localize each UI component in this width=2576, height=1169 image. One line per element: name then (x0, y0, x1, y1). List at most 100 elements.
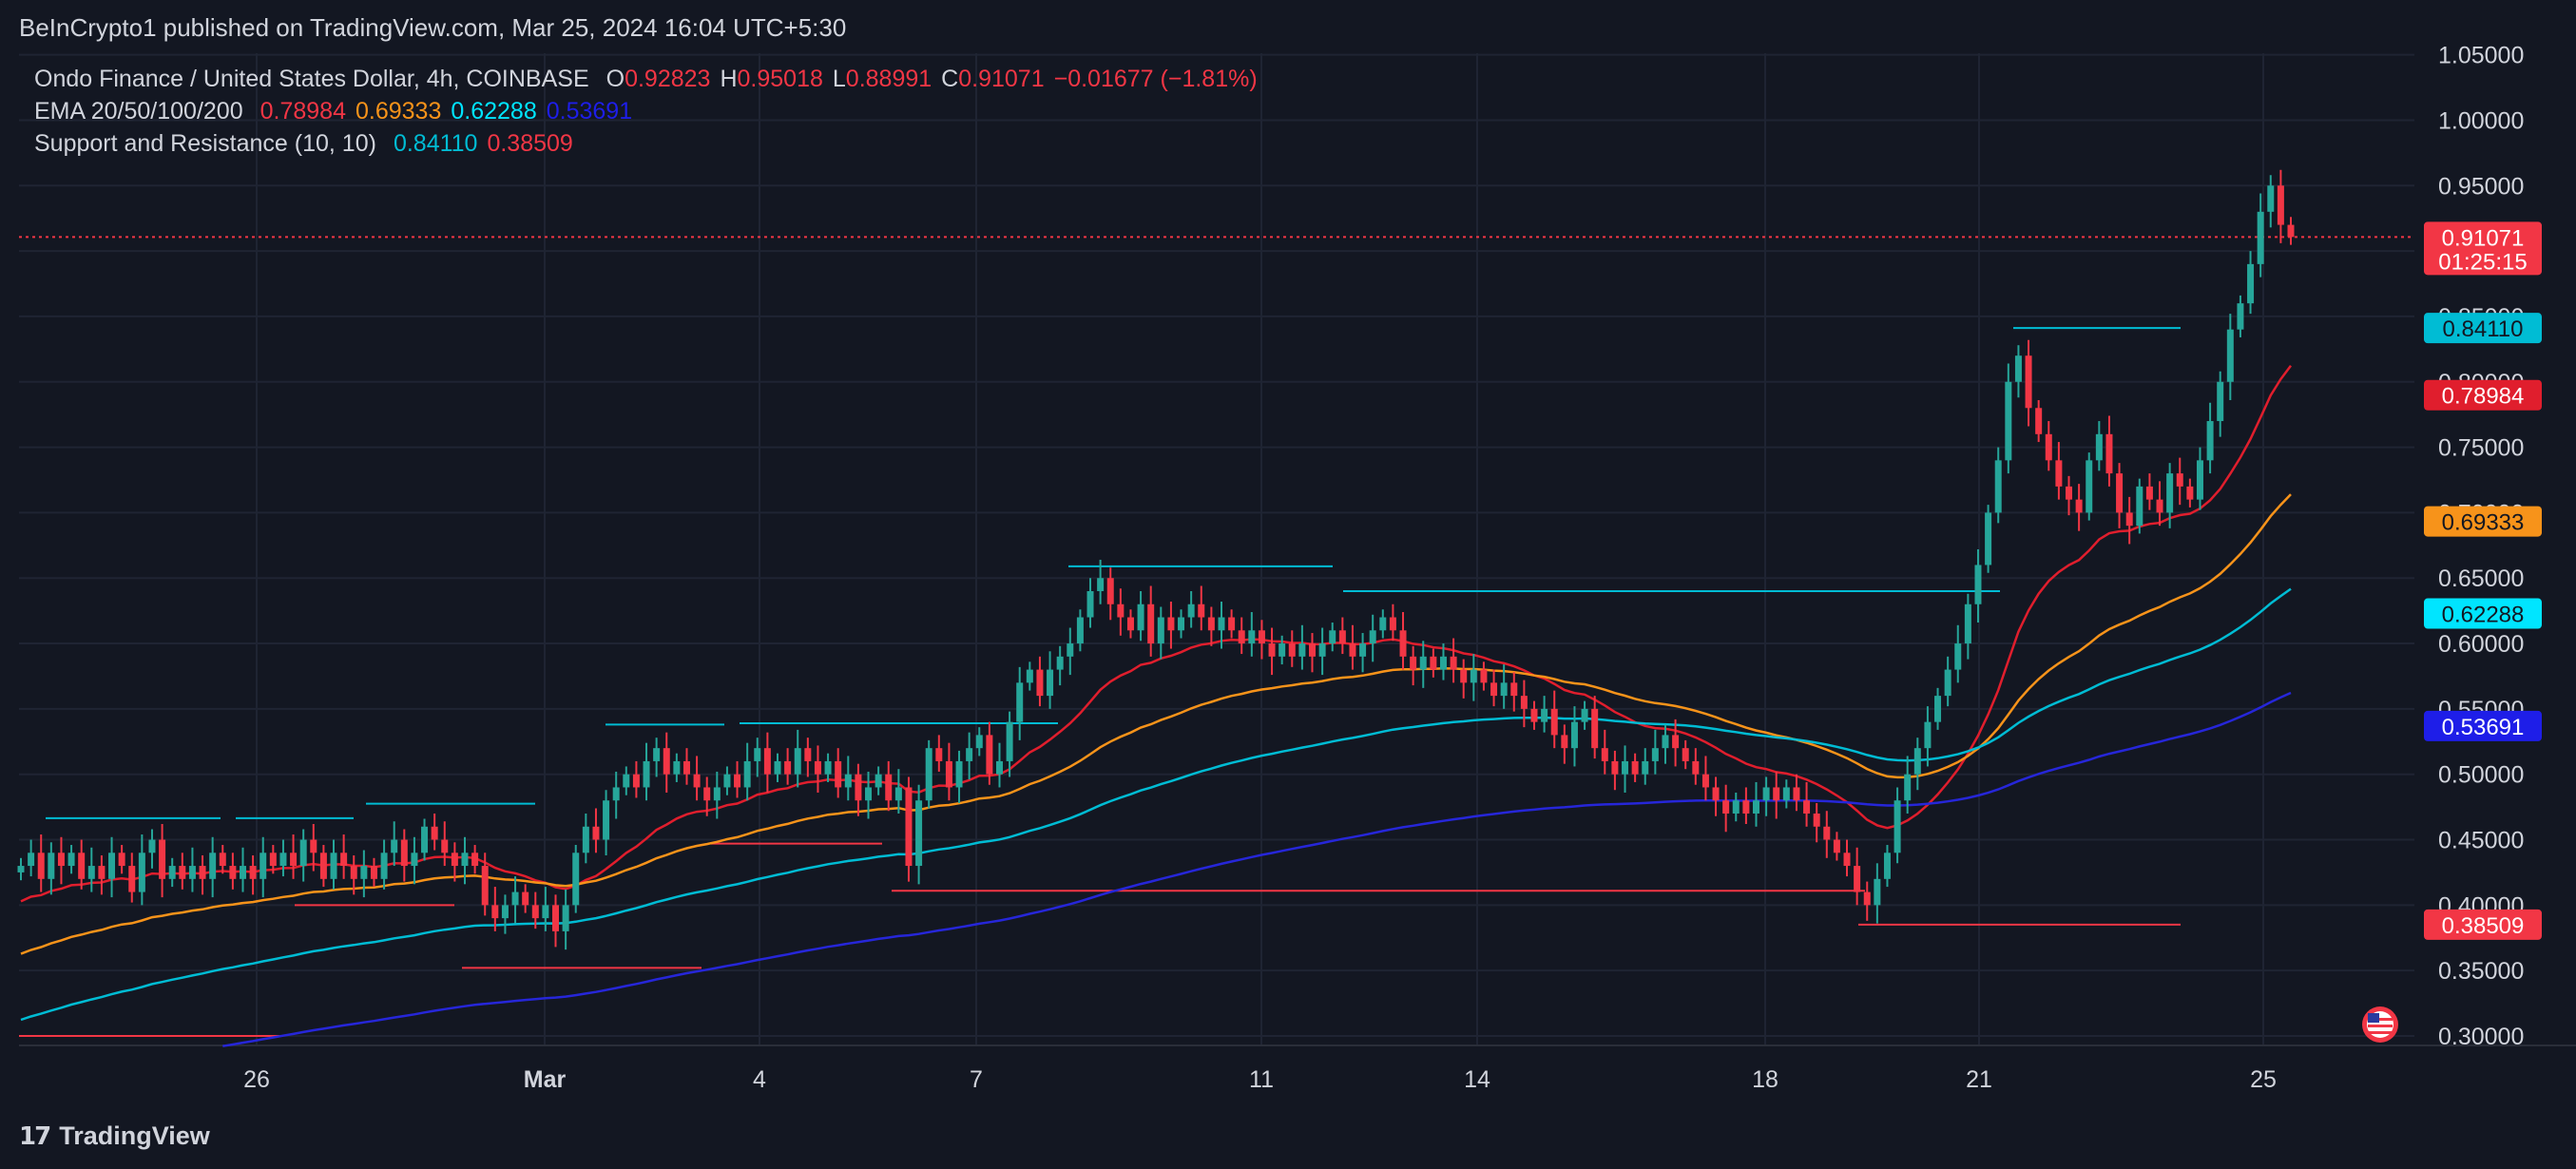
candle-body (1944, 669, 1951, 697)
candle-body (814, 760, 821, 775)
x-tick-label: 4 (753, 1066, 766, 1093)
candle-body (2206, 421, 2214, 461)
candle-body (1773, 787, 1780, 801)
candle-body (1642, 760, 1649, 775)
candle-body (451, 853, 458, 867)
candle-body (1056, 656, 1064, 670)
x-tick-label: 7 (970, 1066, 983, 1093)
candle-body (1994, 460, 2002, 513)
candle-body (986, 735, 993, 775)
us-flag-icon[interactable] (2362, 1006, 2398, 1043)
candle-body (1591, 708, 1599, 749)
price-label-text: 0.38509 (2442, 913, 2525, 939)
candle-body (319, 853, 327, 879)
x-tick-label: 21 (1966, 1066, 1992, 1093)
tradingview-logo[interactable]: 17 TradingView (19, 1121, 210, 1151)
candle-body (2277, 185, 2284, 225)
x-tick-label: 11 (1249, 1066, 1274, 1093)
candle-body (1752, 800, 1759, 814)
candle-body (2035, 408, 2043, 434)
candle-body (1934, 696, 1942, 722)
candle-body (1581, 708, 1588, 722)
candle-body (945, 760, 952, 788)
y-tick-label: 0.95000 (2438, 173, 2524, 200)
candle-body (279, 853, 287, 867)
candle-body (1732, 800, 1740, 814)
tradingview-logo-icon: 17 (19, 1121, 51, 1151)
candle-body (1389, 617, 1396, 631)
candle-body (1530, 708, 1538, 722)
candle-body (915, 800, 923, 867)
candle-body (1722, 800, 1730, 814)
candle-body (723, 774, 731, 788)
candle-body (875, 774, 882, 788)
candle-body (380, 853, 388, 879)
bottom-bar (0, 1104, 2576, 1169)
published-info: BeInCrypto1 published on TradingView.com… (19, 13, 847, 42)
candle-body (1611, 760, 1619, 775)
candle-body (673, 760, 681, 775)
candle-body (188, 866, 196, 879)
price-label-box (2424, 221, 2542, 276)
y-axis[interactable]: 0.300000.350000.400000.450000.500000.550… (2438, 43, 2524, 1050)
candle-body (1430, 656, 1437, 670)
candle-body (632, 774, 640, 788)
candle-body (682, 760, 690, 775)
ema20-line (20, 364, 2293, 903)
x-tick-label: 25 (2250, 1066, 2277, 1093)
candle-body (431, 826, 438, 840)
candle-body (2116, 473, 2124, 513)
candle-body (734, 774, 741, 788)
y-tick-label: 0.45000 (2438, 828, 2524, 854)
candle-body (37, 853, 45, 879)
candle-body (2196, 460, 2203, 500)
candle-body (905, 787, 913, 867)
candle-body (774, 760, 781, 775)
candle-body (995, 760, 1003, 775)
candle-body (2025, 355, 2032, 409)
candle-body (471, 853, 479, 867)
candle-body (1016, 682, 1024, 722)
candle-body (179, 866, 186, 879)
candle-body (713, 787, 721, 801)
candle-body (1076, 617, 1084, 644)
candle-body (1874, 878, 1881, 906)
candle-body (522, 891, 529, 906)
candle-body (340, 853, 348, 867)
candle-body (1682, 748, 1689, 761)
candle-body (1047, 669, 1054, 697)
ema100-line (20, 587, 2292, 1022)
candle-body (1894, 800, 1901, 853)
candle-body (653, 748, 661, 761)
price-label-box (2424, 506, 2542, 537)
candle-body (1924, 721, 1932, 749)
candle-body (1541, 708, 1548, 722)
candle-body (1883, 853, 1891, 879)
candle-body (743, 760, 751, 788)
candle-body (48, 853, 55, 879)
candle-body (1379, 617, 1387, 631)
candle-body (531, 905, 539, 919)
sr-label: Support and Resistance (10, 10) (34, 130, 376, 157)
candle-body (1913, 748, 1921, 775)
candle-body (481, 866, 489, 906)
candle-body (1137, 604, 1144, 631)
candle-body (2045, 433, 2052, 461)
candle-body (804, 748, 812, 761)
candle-body (209, 853, 217, 879)
chart-grid (19, 53, 2576, 1046)
candle-body (754, 748, 761, 761)
candle-body (865, 787, 873, 801)
candle-body (1985, 512, 1992, 565)
price-label-box (2424, 909, 2542, 940)
candle-body (1067, 643, 1074, 657)
candle-body (421, 826, 429, 853)
candle-body (1651, 748, 1659, 761)
candle-body (2186, 486, 2194, 500)
price-label-box (2424, 710, 2542, 741)
candle-body (1187, 604, 1195, 618)
price-chart[interactable]: 26 Mar 4 7 11 14 18 21 25 0.300000.350000.400000… (0, 0, 2576, 1104)
candle-body (138, 853, 145, 892)
candle-body (1974, 565, 1982, 604)
